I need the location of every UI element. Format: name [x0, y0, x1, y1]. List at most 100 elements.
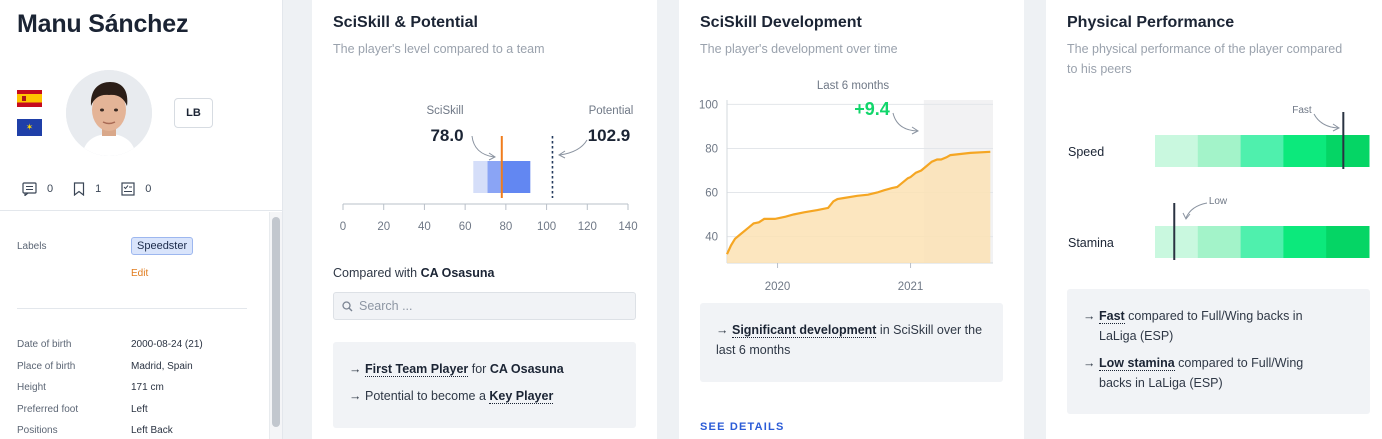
- note-potential-key-player: → Potential to become a Key Player: [349, 386, 624, 406]
- band-segment: [1155, 226, 1199, 258]
- labels-label: Labels: [17, 241, 47, 252]
- info-value-date-of-birth: 2000-08-24 (21): [131, 339, 203, 350]
- note-text: in SciSkill over the last 6 months: [716, 323, 983, 357]
- change-label: +9.4: [854, 99, 890, 119]
- potential-notes-box: → First Team Player for CA Osasuna → Pot…: [333, 342, 636, 428]
- card-title: SciSkill & Potential: [333, 14, 478, 31]
- divider: [17, 308, 247, 309]
- speed-marker-pointer: [1313, 113, 1339, 129]
- low-stamina-link[interactable]: Low stamina: [1098, 356, 1175, 371]
- potential-value: 102.9: [588, 126, 631, 145]
- divider: [0, 210, 283, 211]
- band-segment: [1240, 226, 1284, 258]
- sciskill-pointer-arrow: [471, 135, 495, 158]
- y-tick-label: 80: [705, 143, 718, 155]
- info-value-height: 171 cm: [131, 382, 164, 393]
- player-profile-panel: Manu Sánchez ✶ LB 0 1 0 Labels Sp: [0, 0, 283, 439]
- card-subtitle-line: The physical performance of the player c…: [1067, 42, 1343, 56]
- sciskill-area: [727, 151, 991, 263]
- note-significant-development: → Significant development in SciSkill ov…: [716, 320, 991, 360]
- first-team-player-link[interactable]: First Team Player: [364, 362, 469, 377]
- note-text: for: [468, 362, 490, 376]
- sciskill-label: SciSkill: [426, 105, 463, 117]
- physical-notes-box: → Fast compared to Full/Wing backs in La…: [1067, 289, 1370, 414]
- reports-counter[interactable]: 0: [121, 182, 151, 196]
- y-tick-label: 60: [705, 188, 718, 200]
- comments-counter[interactable]: 0: [22, 182, 53, 196]
- note-text: compared to Full/Wing: [1174, 356, 1304, 370]
- sciskill-pointer-head: [488, 152, 496, 161]
- note-text-cont: backs in LaLiga (ESP): [1099, 376, 1223, 390]
- change-pointer-head: [911, 126, 919, 135]
- band-segment: [1197, 135, 1242, 167]
- development-notes-box: → Significant development in SciSkill ov…: [700, 303, 1003, 382]
- band-segment: [1283, 226, 1327, 258]
- potential-label: Potential: [589, 105, 634, 117]
- label-tag-speedster[interactable]: Speedster: [131, 237, 194, 255]
- reports-count: 0: [145, 183, 152, 195]
- fast-link[interactable]: Fast: [1098, 309, 1125, 324]
- band-segment: [1155, 135, 1199, 167]
- period-label: Last 6 months: [817, 80, 889, 92]
- note-text: compared to Full/Wing backs in: [1124, 309, 1303, 323]
- card-title: SciSkill Development: [700, 14, 862, 31]
- info-value-positions: Left Back: [131, 425, 173, 436]
- sciskill-potential-chart: SciSkill 78.0 Potential 102.9 0 20 40 60 80 1…: [340, 105, 638, 233]
- report-icon: [121, 182, 135, 196]
- speed-marker-label: Fast: [1292, 105, 1312, 116]
- significant-development-link[interactable]: Significant development: [731, 323, 877, 338]
- x-tick-label: 20: [377, 221, 390, 233]
- player-name: Manu Sánchez: [17, 10, 189, 38]
- team-range-lower: [487, 161, 502, 193]
- x-tick-label: 40: [418, 221, 431, 233]
- x-tick-label: 80: [499, 221, 512, 233]
- bookmarks-counter[interactable]: 1: [73, 182, 101, 196]
- x-tick-label: 0: [340, 221, 346, 233]
- note-low-stamina: → Low stamina compared to Full/Wing: [1083, 353, 1358, 373]
- edit-labels-link[interactable]: Edit: [131, 268, 149, 279]
- see-details-link[interactable]: SEE DETAILS: [700, 421, 785, 433]
- arrow-icon: →: [349, 389, 362, 403]
- x-tick-label: 2020: [765, 281, 791, 293]
- info-value-place-of-birth: Madrid, Spain: [131, 361, 193, 372]
- x-tick-label: 2021: [898, 281, 924, 293]
- sciskill-development-chart: 40 60 80 100 2020 2021 Last 6 months +9.4: [699, 80, 993, 293]
- team-search-box[interactable]: [333, 292, 636, 320]
- team-search-input[interactable]: [359, 299, 619, 313]
- note-team: CA Osasuna: [489, 362, 564, 376]
- position-badge: LB: [174, 98, 213, 128]
- eu-flag-icon: ✶: [17, 119, 42, 136]
- stamina-band: [1155, 203, 1370, 260]
- stamina-marker-pointer: [1185, 202, 1208, 219]
- info-label-positions: Positions: [17, 425, 58, 436]
- arrow-icon: →: [1083, 356, 1096, 370]
- comment-icon: [22, 182, 37, 196]
- band-segment: [1240, 135, 1284, 167]
- info-value-preferred-foot: Left: [131, 404, 148, 415]
- arrow-icon: →: [716, 323, 729, 337]
- card-subtitle: The player's level compared to a team: [333, 42, 545, 56]
- x-tick-label: 60: [459, 221, 472, 233]
- scrollbar-thumb[interactable]: [272, 217, 280, 427]
- note-text-cont: LaLiga (ESP): [1099, 329, 1174, 343]
- key-player-link[interactable]: Key Player: [489, 389, 554, 404]
- y-tick-label: 100: [699, 99, 718, 111]
- card-subtitle: The player's development over time: [700, 42, 898, 56]
- speed-band: [1155, 112, 1370, 169]
- x-tick-label: 100: [537, 221, 556, 233]
- band-segment: [1283, 135, 1327, 167]
- arrow-icon: →: [349, 362, 362, 376]
- bookmark-icon: [74, 182, 85, 196]
- info-label-preferred-foot: Preferred foot: [17, 404, 79, 415]
- sciskill-line: [725, 150, 991, 255]
- physical-performance-card: Physical Performance The physical perfor…: [1046, 0, 1382, 439]
- compared-team[interactable]: CA Osasuna: [420, 266, 495, 280]
- note-fast: → Fast compared to Full/Wing backs in: [1083, 306, 1358, 326]
- stamina-marker-label: Low: [1209, 196, 1228, 207]
- x-tick-label: 120: [578, 221, 597, 233]
- spain-flag-icon: [17, 90, 42, 107]
- band-segment: [1326, 135, 1370, 167]
- info-label-height: Height: [17, 382, 46, 393]
- potential-pointer-head: [558, 150, 566, 159]
- note-text: Potential to become a: [364, 389, 490, 403]
